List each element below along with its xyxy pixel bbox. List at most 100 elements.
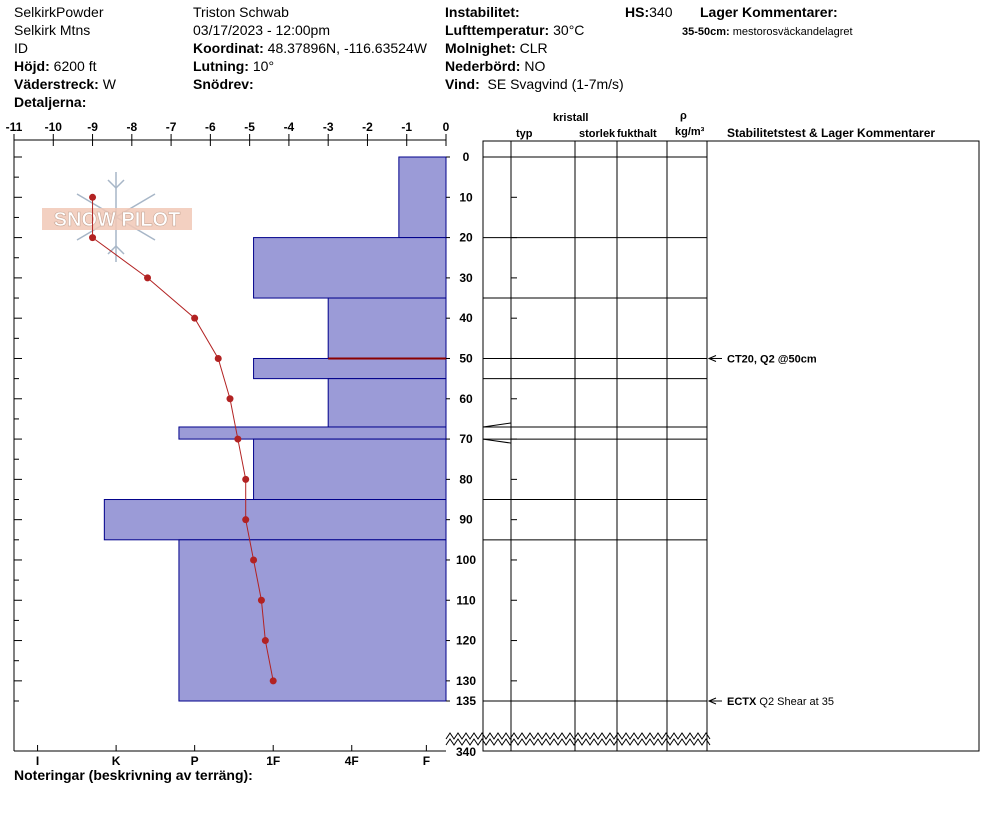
stability-test-label: CT20, Q2 @50cm: [727, 353, 817, 365]
sky-row: Molnighet: CLR: [445, 40, 548, 56]
precip-row: Nederbörd: NO: [445, 58, 545, 74]
temperature-point: [242, 475, 250, 483]
wind-value: SE Svagvind (1-7m/s): [487, 76, 624, 92]
depth-tick-label: 60: [459, 392, 473, 406]
elevation-label: Höjd:: [14, 58, 50, 74]
wind-label: Vind:: [445, 76, 480, 92]
hardness-bar: [178, 426, 447, 440]
layer-comment-row: 35-50cm: mestorosväckandelagret: [682, 24, 853, 40]
temperature-point: [226, 395, 234, 403]
stability-test-code: CT20, Q2 @50cm: [727, 353, 817, 365]
aspect-value: W: [102, 76, 116, 92]
hs-label: HS:: [625, 4, 650, 20]
depth-tick-label: 40: [459, 311, 473, 325]
sky-value: CLR: [519, 40, 548, 56]
logo-text: SNOW PILOT: [54, 209, 181, 231]
temperature-point: [269, 677, 277, 685]
temp-tick-label: -10: [45, 120, 63, 134]
depth-tick-label: 10: [459, 190, 473, 204]
thin-layer-connector: [482, 422, 512, 444]
break-line-upper: [445, 732, 711, 740]
layer-comment-range: 35-50cm:: [682, 26, 730, 38]
air-temp-value: 30°C: [553, 22, 585, 38]
stability-test-code: ECTX: [727, 696, 757, 708]
hardness-label: P: [191, 754, 199, 768]
wind-row: Vind: SE Svagvind (1-7m/s): [445, 76, 624, 92]
temperature-point: [144, 274, 152, 282]
coordinates-row: Koordinat: 48.37896N, -116.63524W: [193, 40, 427, 56]
temperature-point: [214, 354, 222, 362]
depth-tick-label: 130: [456, 674, 476, 688]
temperature-point: [242, 516, 250, 524]
temp-tick-label: -2: [362, 120, 373, 134]
temp-tick-label: -8: [126, 120, 137, 134]
hardness-label: F: [423, 754, 430, 768]
depth-tick-label: 100: [456, 553, 476, 567]
temp-tick-label: 0: [443, 120, 450, 134]
col-density-unit: kg/m³: [675, 126, 705, 138]
slope-value: 10°: [252, 58, 275, 74]
coordinates-value: 48.37896N, -116.63524W: [267, 40, 427, 56]
temp-tick-label: -5: [244, 120, 255, 134]
temp-tick-label: -4: [284, 120, 295, 134]
precip-label: Nederbörd:: [445, 58, 521, 74]
location-range: Selkirk Mtns: [14, 22, 91, 38]
temp-tick-label: -11: [6, 120, 23, 134]
layer-comments-label: Lager Kommentarer:: [700, 4, 838, 20]
depth-end-label: 340: [456, 745, 476, 759]
hardness-label: 4F: [345, 754, 359, 768]
temp-tick-label: -7: [166, 120, 177, 134]
layer-table-frame: [482, 140, 980, 752]
stability-test-label: ECTX Q2 Shear at 35: [727, 696, 834, 708]
hardness-bar: [253, 237, 447, 299]
depth-tick-label: 70: [459, 432, 473, 446]
depth-tick-label: 135: [456, 694, 476, 708]
details-label: Detaljerna:: [14, 94, 87, 110]
sky-label: Molnighet:: [445, 40, 516, 56]
layer-comment-text: mestorosväckandelagret: [732, 26, 853, 38]
snowpilot-logo: SNOW PILOT: [42, 172, 192, 262]
hardness-label: I: [36, 754, 39, 768]
temp-tick-label: -6: [205, 120, 216, 134]
hardness-bar: [327, 297, 447, 359]
depth-tick-label: 0: [463, 150, 470, 164]
wind-loading-label: Snödrev:: [193, 76, 254, 92]
temperature-point: [89, 193, 97, 201]
observer-name: Triston Schwab: [193, 4, 289, 20]
hardness-bar: [103, 499, 447, 541]
slope-label: Lutning:: [193, 58, 249, 74]
temp-tick-label: -3: [323, 120, 334, 134]
hardness-label: K: [112, 754, 121, 768]
instability-label: Instabilitet:: [445, 4, 520, 20]
col-typ: typ: [516, 128, 533, 140]
temperature-point: [261, 637, 269, 645]
hardness-bar: [178, 539, 447, 702]
temp-tick-label: -1: [401, 120, 412, 134]
location-name: SelkirkPowder: [14, 4, 104, 20]
col-rho: ρ: [680, 110, 687, 122]
stability-test-comment: Q2 Shear at 35: [756, 696, 834, 708]
col-fukthalt: fukthalt: [617, 128, 657, 140]
depth-tick-label: 50: [459, 351, 473, 365]
air-temp-row: Lufttemperatur: 30°C: [445, 22, 584, 38]
hardness-bar: [398, 156, 447, 239]
temperature-point: [234, 435, 242, 443]
hs-value: 340: [649, 4, 673, 20]
temperature-point: [257, 596, 265, 604]
temperature-point: [191, 314, 199, 322]
depth-tick-label: 120: [456, 634, 476, 648]
notes-label: Noteringar (beskrivning av terräng):: [14, 767, 253, 783]
hardness-bar: [253, 357, 447, 380]
depth-tick-label: 30: [459, 271, 473, 285]
location-state: ID: [14, 40, 28, 56]
hs-row: HS:340: [625, 4, 672, 20]
depth-tick-label: 90: [459, 513, 473, 527]
slope-row: Lutning: 10°: [193, 58, 274, 74]
depth-tick-label: 20: [459, 231, 473, 245]
logo-band: [42, 208, 192, 230]
coordinates-label: Koordinat:: [193, 40, 264, 56]
aspect-row: Väderstreck: W: [14, 76, 116, 92]
aspect-label: Väderstreck:: [14, 76, 99, 92]
elevation-row: Höjd: 6200 ft: [14, 58, 96, 74]
